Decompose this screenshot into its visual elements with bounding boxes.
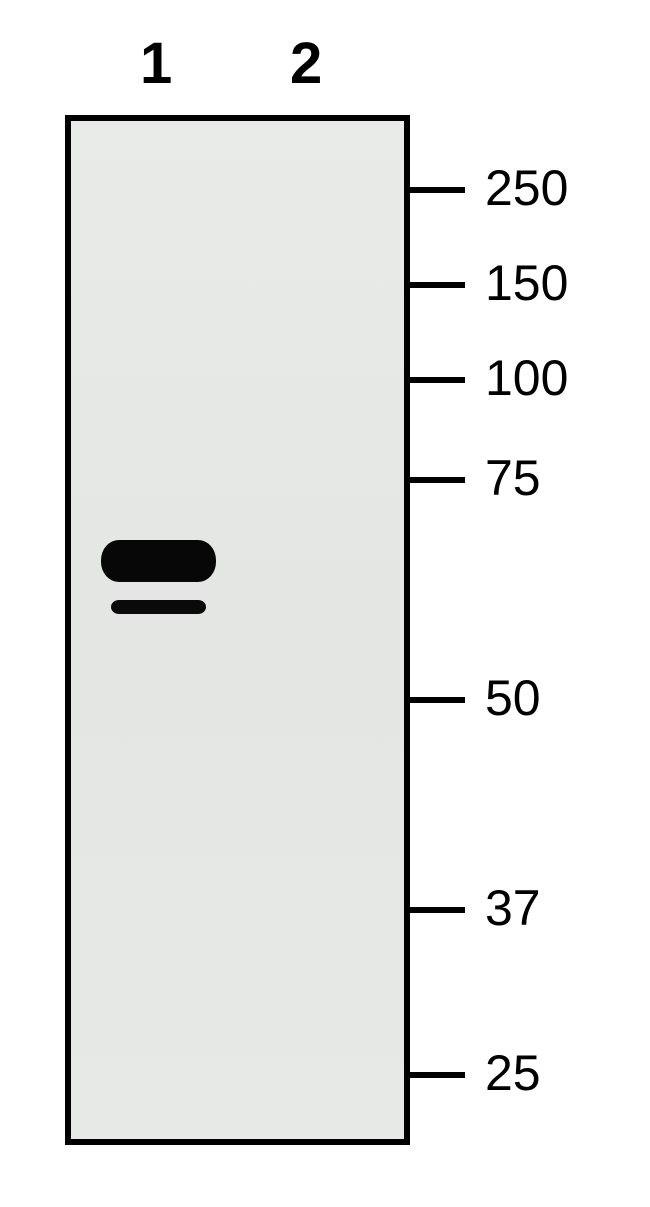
marker-label-50: 50 [485, 669, 541, 727]
marker-tick-50 [410, 697, 465, 703]
figure-container: 1 2 250 150 100 75 50 37 25 [0, 0, 650, 1207]
marker-label-150: 150 [485, 254, 568, 312]
marker-tick-100 [410, 377, 465, 383]
marker-label-37: 37 [485, 879, 541, 937]
lane-label-1: 1 [140, 30, 172, 97]
band-lane1-lower [111, 600, 206, 614]
marker-tick-37 [410, 907, 465, 913]
marker-tick-25 [410, 1072, 465, 1078]
marker-tick-150 [410, 282, 465, 288]
band-lane1-upper [101, 540, 216, 582]
marker-label-75: 75 [485, 449, 541, 507]
western-blot-box [65, 115, 410, 1145]
marker-tick-250 [410, 187, 465, 193]
marker-tick-75 [410, 477, 465, 483]
marker-label-25: 25 [485, 1044, 541, 1102]
marker-label-250: 250 [485, 159, 568, 217]
marker-label-100: 100 [485, 349, 568, 407]
lane-label-2: 2 [290, 30, 322, 97]
